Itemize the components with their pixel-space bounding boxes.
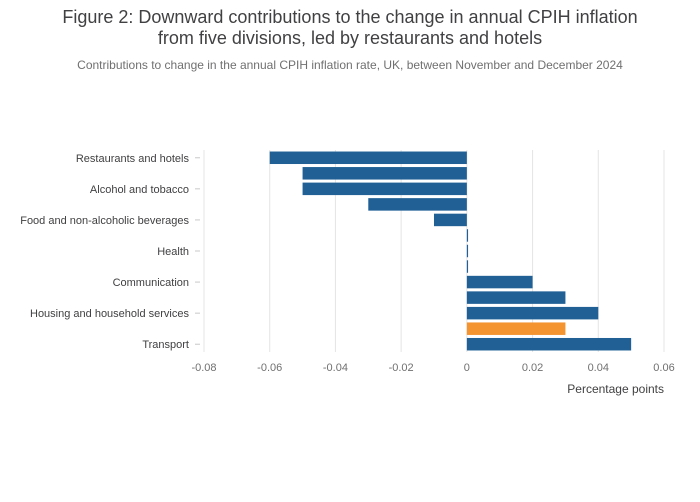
bar: [466, 306, 599, 320]
bar: [368, 198, 467, 211]
x-tick-label: -0.02: [389, 362, 414, 374]
gridlines: [203, 150, 665, 352]
x-tick-label: -0.06: [257, 362, 282, 374]
x-axis-ticks: -0.08 -0.06 -0.04 -0.02 0 0.02 0.04 0.06: [191, 362, 674, 374]
x-tick-label: 0.06: [653, 362, 674, 374]
y-category-label: Food and non-alcoholic beverages: [20, 215, 189, 227]
y-category-label: Communication: [113, 277, 189, 289]
y-category-label: Alcohol and tobacco: [90, 184, 189, 196]
chart-title: Figure 2: Downward contributions to the …: [0, 7, 700, 49]
x-tick-label: 0: [464, 362, 470, 374]
bar: [466, 275, 533, 289]
bar: [466, 229, 469, 242]
y-category-label: Housing and household services: [30, 308, 189, 320]
y-category-label: Health: [157, 246, 189, 258]
bar: [466, 260, 469, 273]
bar: [466, 337, 632, 351]
chart-title-line-2: from five divisions, led by restaurants …: [157, 28, 543, 48]
bar: [302, 167, 467, 180]
chart-title-line-1: Figure 2: Downward contributions to the …: [62, 7, 638, 27]
bar: [269, 151, 467, 165]
y-category-label: Restaurants and hotels: [76, 153, 190, 165]
x-tick-label: 0.04: [588, 362, 609, 374]
y-axis-labels: Restaurants and hotels Alcohol and tobacc…: [20, 153, 200, 351]
chart-subtitle: Contributions to change in the annual CP…: [77, 58, 623, 72]
bars: [269, 151, 632, 351]
bar: [302, 182, 467, 196]
x-tick-label: 0.02: [522, 362, 543, 374]
x-axis-title: Percentage points: [567, 382, 664, 396]
bar: [466, 291, 566, 304]
x-tick-label: -0.04: [323, 362, 348, 374]
x-tick-label: -0.08: [191, 362, 216, 374]
bar: [466, 244, 469, 258]
y-category-label: Transport: [142, 339, 189, 351]
bar: [434, 213, 467, 227]
bar: [466, 322, 566, 335]
